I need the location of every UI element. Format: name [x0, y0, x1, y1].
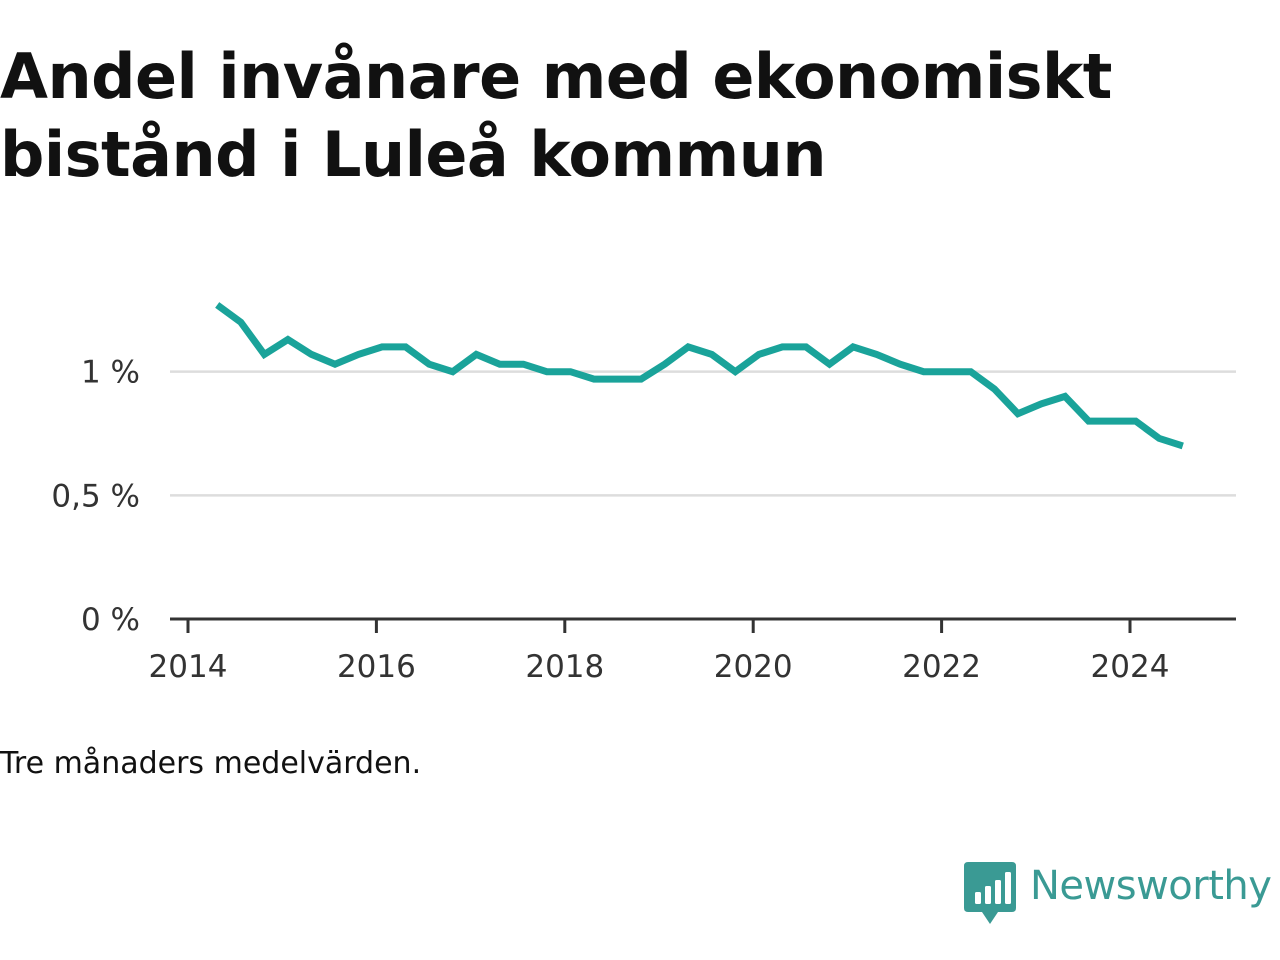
x-tick-label: 2022 — [902, 649, 981, 685]
x-tick-label: 2020 — [714, 649, 793, 685]
grid-lines — [170, 370, 1236, 497]
y-axis-labels: 0 % 0,5 % 1 % — [51, 355, 140, 638]
x-tick-label: 2016 — [337, 649, 416, 685]
x-tick-label: 2018 — [525, 649, 604, 685]
y-tick-label: 0,5 % — [51, 478, 140, 514]
y-tick-label: 0 % — [81, 602, 140, 638]
chart-title: Andel invånare med ekonomiskt bistånd i … — [0, 40, 1112, 191]
x-axis-ticks — [186, 619, 1132, 633]
x-tick-label: 2014 — [149, 649, 228, 685]
x-tick-label: 2024 — [1091, 649, 1170, 685]
y-tick-label: 1 % — [81, 355, 140, 391]
brand-name: Newsworthy — [1030, 863, 1272, 909]
footnote: Tre månaders medelvärden. — [0, 746, 422, 781]
brand[interactable]: Newsworthy — [964, 862, 1272, 926]
x-axis-labels: 2014 2016 2018 2020 2022 2024 — [149, 649, 1170, 685]
newsworthy-logo-icon — [964, 862, 1016, 924]
series-line — [215, 302, 1184, 450]
